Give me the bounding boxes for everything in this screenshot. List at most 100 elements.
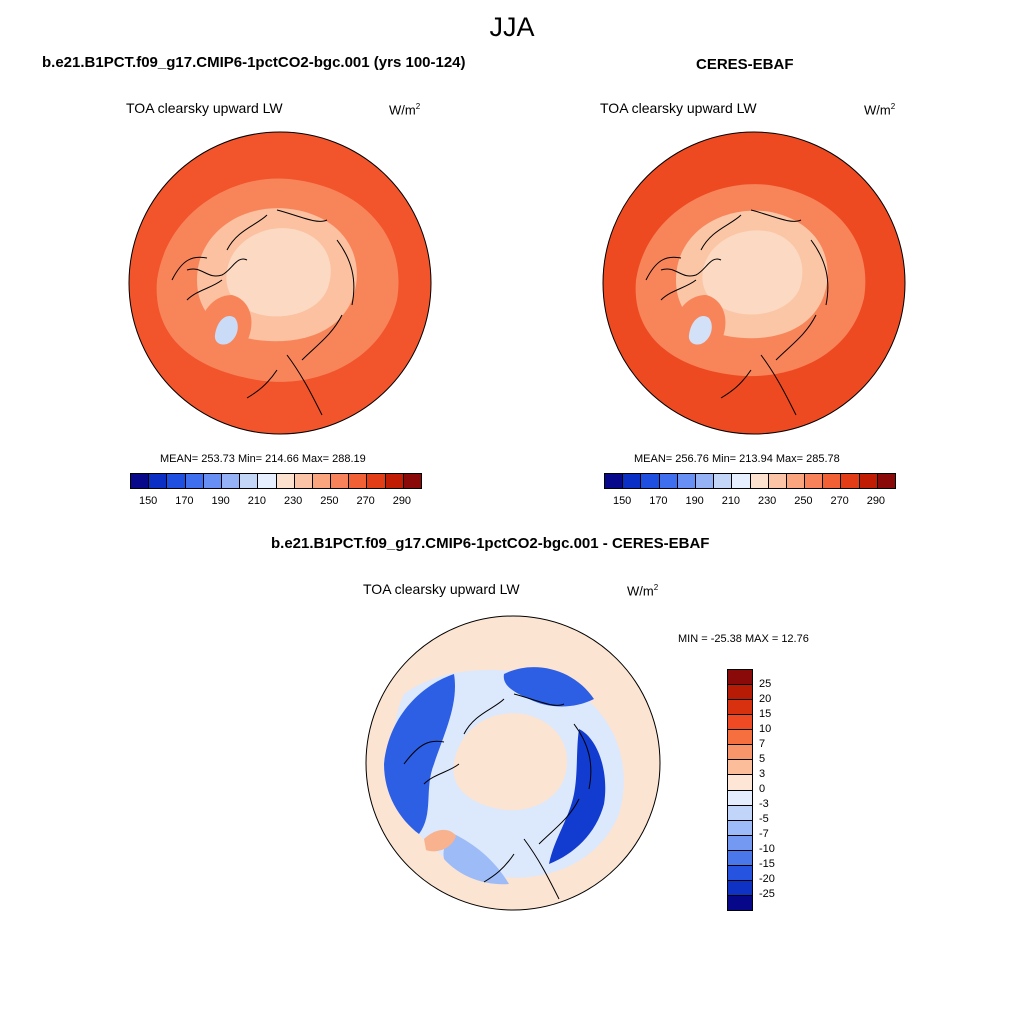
colorbar-box xyxy=(385,474,404,488)
colorbar-tick-label: 150 xyxy=(612,495,632,507)
colorbar-box xyxy=(768,474,787,488)
panel1-units: W/m2 xyxy=(389,102,421,118)
greenland-core xyxy=(688,315,712,345)
panel2-stats: MEAN= 256.76 Min= 213.94 Max= 285.78 xyxy=(634,453,840,465)
colorbar-tick-label: 20 xyxy=(759,693,772,705)
colorbar-tick-label: 5 xyxy=(759,753,766,765)
colorbar-box xyxy=(859,474,878,488)
colorbar-box xyxy=(331,474,350,488)
colorbar-box xyxy=(728,685,752,701)
positive-patch xyxy=(424,829,456,852)
colorbar-box xyxy=(659,474,678,488)
colorbar-tick-label: 10 xyxy=(759,723,772,735)
panel1-variable-title: TOA clearsky upward LW xyxy=(126,100,283,116)
diff-polar-map xyxy=(365,615,661,911)
colorbar-tick-label: 290 xyxy=(866,495,886,507)
colorbar-tick-label: 25 xyxy=(759,678,772,690)
colorbar-box xyxy=(276,474,295,488)
panel2-colorbar xyxy=(604,473,896,489)
colorbar-box xyxy=(805,474,824,488)
colorbar-box xyxy=(367,474,386,488)
colorbar-box xyxy=(728,790,752,806)
panel2-case-title: CERES-EBAF xyxy=(696,56,794,73)
colorbar-box xyxy=(403,474,421,488)
colorbar-box xyxy=(294,474,313,488)
negative-strong-west xyxy=(384,674,455,834)
panel1-colorbar-ticks: 150 170 190 210 230 250 270 290 xyxy=(130,495,420,509)
diff-case-title: b.e21.B1PCT.f09_g17.CMIP6-1pctCO2-bgc.00… xyxy=(271,535,710,552)
colorbar-box xyxy=(623,474,642,488)
colorbar-box xyxy=(312,474,332,488)
colorbar-tick-label: -15 xyxy=(759,858,775,870)
colorbar-box xyxy=(641,474,660,488)
colorbar-tick-label: 230 xyxy=(757,495,777,507)
colorbar-tick-label: -25 xyxy=(759,888,775,900)
colorbar-tick-label: 250 xyxy=(320,495,339,507)
colorbar-tick-label: 0 xyxy=(759,783,766,795)
colorbar-box xyxy=(728,895,752,910)
colorbar-tick-label: 170 xyxy=(649,495,668,507)
colorbar-box xyxy=(695,474,715,488)
colorbar-box xyxy=(185,474,204,488)
colorbar-box xyxy=(750,474,769,488)
colorbar-box xyxy=(732,474,751,488)
colorbar-tick-label: -10 xyxy=(759,843,775,855)
colorbar-box xyxy=(728,775,752,791)
diff-units: W/m2 xyxy=(627,583,659,599)
colorbar-box xyxy=(728,760,752,776)
colorbar-tick-label: 3 xyxy=(759,768,766,780)
arctic-center xyxy=(702,230,803,315)
colorbar-box xyxy=(167,474,186,488)
colorbar-box xyxy=(728,865,752,881)
colorbar-box xyxy=(877,474,895,488)
colorbar-tick-label: 150 xyxy=(138,495,158,507)
colorbar-box xyxy=(677,474,696,488)
colorbar-tick-label: 15 xyxy=(759,708,772,720)
diff-colorbar-ticks: 25 20 15 10 7 5 3 0 -3 -5 -7 -10 -15 -20 -25 xyxy=(759,669,799,909)
colorbar-tick-label: 170 xyxy=(175,495,194,507)
main-title: JJA xyxy=(489,12,535,42)
coastlines xyxy=(171,209,355,416)
colorbar-box xyxy=(728,805,752,821)
colorbar-tick-label: 190 xyxy=(685,495,704,507)
colorbar-tick-label: -20 xyxy=(759,873,775,885)
panel1-case-title: b.e21.B1PCT.f09_g17.CMIP6-1pctCO2-bgc.00… xyxy=(42,54,466,71)
panel2-polar-map xyxy=(602,131,906,435)
colorbar-tick-label: 210 xyxy=(247,495,267,507)
panel1-colorbar xyxy=(130,473,422,489)
colorbar-tick-label: 190 xyxy=(211,495,230,507)
panel2-units: W/m2 xyxy=(864,102,896,118)
colorbar-box xyxy=(221,474,241,488)
colorbar-box xyxy=(258,474,277,488)
panel2-colorbar-ticks: 150 170 190 210 230 250 270 290 xyxy=(604,495,894,509)
colorbar-box xyxy=(203,474,222,488)
colorbar-box xyxy=(786,474,806,488)
colorbar-box xyxy=(841,474,860,488)
colorbar-box xyxy=(728,700,752,716)
diff-colorbar xyxy=(727,669,753,911)
panel1-stats: MEAN= 253.73 Min= 214.66 Max= 288.19 xyxy=(160,453,366,465)
colorbar-tick-label: 270 xyxy=(830,495,849,507)
coastlines xyxy=(645,209,829,416)
arctic-center xyxy=(226,228,331,317)
colorbar-box xyxy=(728,730,752,746)
colorbar-box xyxy=(728,745,752,761)
colorbar-box xyxy=(728,715,752,731)
colorbar-box xyxy=(240,474,259,488)
colorbar-box xyxy=(728,820,752,836)
negative-strong-north xyxy=(503,667,594,707)
diff-stats: MIN = -25.38 MAX = 12.76 xyxy=(678,633,809,645)
colorbar-tick-label: -7 xyxy=(759,828,769,840)
colorbar-tick-label: 7 xyxy=(759,738,766,750)
colorbar-box xyxy=(823,474,842,488)
colorbar-tick-label: 290 xyxy=(392,495,412,507)
colorbar-box xyxy=(728,850,752,866)
colorbar-box xyxy=(728,835,752,851)
colorbar-box xyxy=(149,474,168,488)
colorbar-box xyxy=(349,474,368,488)
colorbar-tick-label: 270 xyxy=(356,495,375,507)
colorbar-tick-label: 210 xyxy=(721,495,741,507)
coastlines xyxy=(403,693,592,900)
negative-mid-south xyxy=(443,834,509,885)
colorbar-tick-label: 250 xyxy=(794,495,813,507)
